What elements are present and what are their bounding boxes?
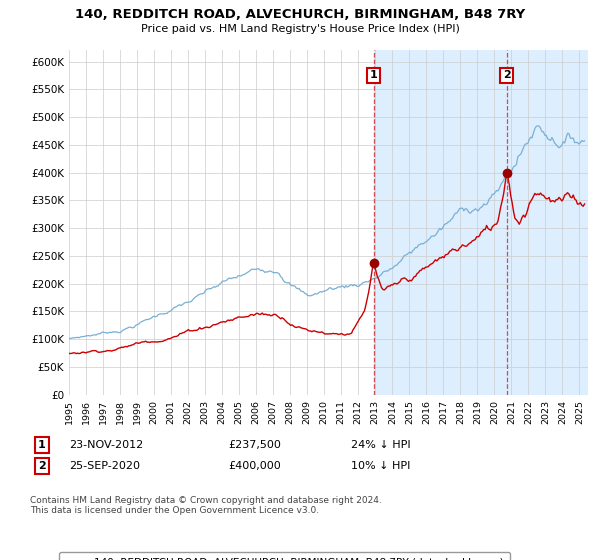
- Text: 24% ↓ HPI: 24% ↓ HPI: [351, 440, 410, 450]
- Text: 23-NOV-2012: 23-NOV-2012: [69, 440, 143, 450]
- Text: 25-SEP-2020: 25-SEP-2020: [69, 461, 140, 471]
- Text: 2: 2: [503, 71, 511, 81]
- Text: 10% ↓ HPI: 10% ↓ HPI: [351, 461, 410, 471]
- Text: £237,500: £237,500: [228, 440, 281, 450]
- Text: Price paid vs. HM Land Registry's House Price Index (HPI): Price paid vs. HM Land Registry's House …: [140, 24, 460, 34]
- Legend: 140, REDDITCH ROAD, ALVECHURCH, BIRMINGHAM, B48 7RY (detached house), HPI: Avera: 140, REDDITCH ROAD, ALVECHURCH, BIRMINGH…: [59, 552, 510, 560]
- Bar: [507, 50, 588, 395]
- Bar: [374, 50, 507, 395]
- Text: 2: 2: [38, 461, 46, 471]
- Text: Contains HM Land Registry data © Crown copyright and database right 2024.
This d: Contains HM Land Registry data © Crown c…: [30, 496, 382, 515]
- Text: 1: 1: [370, 71, 377, 81]
- Text: £400,000: £400,000: [228, 461, 281, 471]
- Text: 140, REDDITCH ROAD, ALVECHURCH, BIRMINGHAM, B48 7RY: 140, REDDITCH ROAD, ALVECHURCH, BIRMINGH…: [75, 8, 525, 21]
- Text: 1: 1: [38, 440, 46, 450]
